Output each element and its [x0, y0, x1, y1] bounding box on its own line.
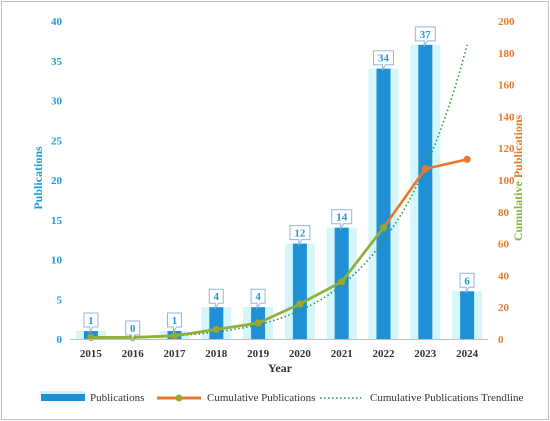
cumulative-line-segment-green: [90, 226, 385, 339]
y-tick-right-80: 80: [498, 207, 510, 219]
svg-text:0: 0: [130, 323, 136, 335]
cumulative-point-2024: [463, 155, 471, 163]
cumulative-point-2018: [212, 325, 220, 334]
svg-text:4: 4: [214, 291, 220, 303]
x-tick-2024: 2024: [456, 348, 479, 360]
cumulative-line-layer: [87, 155, 471, 342]
legend-swatch-glow: [41, 391, 85, 394]
cumulative-point-2017: [170, 332, 179, 340]
x-tick-2015: 2015: [80, 348, 103, 360]
y-tick-left-20: 20: [51, 175, 63, 187]
data-label-2021: 14: [331, 209, 353, 231]
cumulative-point-2020: [296, 300, 304, 308]
bar-2023: [418, 44, 433, 339]
legend-label-cumulative: Cumulative Publications: [207, 392, 315, 404]
y-tick-right-20: 20: [498, 302, 510, 314]
data-label-2022: 34: [373, 50, 394, 72]
svg-text:6: 6: [464, 275, 470, 287]
y-tick-left-15: 15: [51, 215, 63, 227]
svg-text:1: 1: [172, 315, 178, 327]
y-tick-right-40: 40: [498, 270, 510, 282]
y-tick-right-120: 120: [498, 143, 515, 155]
y-tick-left-25: 25: [51, 135, 63, 147]
x-tick-2023: 2023: [414, 348, 437, 360]
x-tick-2021: 2021: [331, 348, 353, 360]
bar-2018: [209, 307, 224, 339]
bars: [75, 44, 483, 339]
y-tick-right-200: 200: [498, 16, 515, 28]
bar-2020: [292, 243, 307, 339]
trendline: [90, 44, 468, 340]
x-axis-label: Year: [268, 361, 293, 375]
y-tick-right-100: 100: [498, 175, 515, 187]
y-tick-left-10: 10: [51, 255, 63, 267]
y-axis-label-left: Publications: [31, 146, 45, 210]
y-tick-right-140: 140: [498, 111, 515, 123]
svg-text:1: 1: [88, 315, 94, 327]
data-label-2024: 6: [459, 272, 475, 295]
data-label-2020: 12: [289, 225, 311, 247]
y-tick-left-5: 5: [57, 294, 63, 306]
x-tick-2017: 2017: [164, 348, 187, 360]
data-label-2015: 1: [83, 312, 99, 334]
bar-2022: [376, 68, 391, 339]
y-tick-left-30: 30: [51, 96, 63, 108]
y-tick-left-0: 0: [57, 334, 63, 346]
legend-item-trendline: Cumulative Publications Trendline: [320, 392, 524, 404]
svg-text:12: 12: [294, 228, 306, 240]
cumulative-point-2022: [379, 224, 388, 232]
cumulative-point-2019: [254, 319, 262, 327]
data-label-2017: 1: [167, 312, 182, 334]
y-tick-right-160: 160: [498, 80, 515, 92]
svg-text:37: 37: [420, 29, 432, 41]
legend: Publications Cumulative Publications Cum…: [41, 391, 524, 404]
data-label-2019: 4: [250, 288, 266, 311]
x-tick-2020: 2020: [289, 348, 312, 360]
cumulative-point-2021: [338, 278, 346, 286]
legend-label-publications: Publications: [90, 392, 144, 404]
x-tick-2019: 2019: [247, 348, 270, 360]
legend-swatch-publications: [41, 394, 85, 401]
cumulative-point-2023: [421, 165, 429, 173]
right-axis-ticks: 0 20 40 60 80 100 120 140 160 180 200: [498, 16, 515, 346]
x-tick-2022: 2022: [373, 348, 396, 360]
y-axis-label-right: Cumulative Publications: [511, 115, 525, 242]
y-tick-right-60: 60: [498, 239, 510, 251]
legend-item-cumulative: Cumulative Publications: [157, 392, 315, 404]
svg-text:14: 14: [336, 212, 348, 224]
legend-label-trendline: Cumulative Publications Trendline: [370, 392, 524, 404]
x-tick-2016: 2016: [122, 348, 145, 360]
y-tick-right-180: 180: [498, 48, 515, 60]
y-tick-left-40: 40: [51, 16, 63, 28]
svg-text:4: 4: [255, 291, 261, 303]
y-tick-left-35: 35: [51, 56, 63, 68]
y-tick-right-0: 0: [498, 334, 504, 346]
x-tick-2018: 2018: [205, 348, 228, 360]
data-label-2016: 0: [125, 320, 141, 342]
data-label-2018: 4: [208, 288, 224, 311]
svg-text:34: 34: [378, 53, 390, 65]
bar-2024: [460, 291, 475, 339]
legend-marker-cumulative: [175, 394, 183, 402]
left-axis-ticks: 0 5 10 15 20 25 30 35 40: [51, 16, 63, 346]
x-axis-ticks: 2015 2016 2017 2018 2019 2020 2021 2022 2023 2024: [80, 348, 479, 360]
trendline-layer: [90, 44, 468, 340]
data-label-2023: 37: [414, 26, 436, 48]
legend-item-publications: Publications: [41, 391, 144, 404]
